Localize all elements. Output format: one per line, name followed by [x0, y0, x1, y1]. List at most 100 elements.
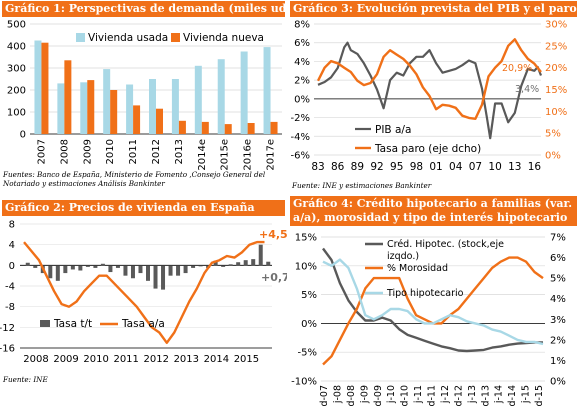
x-tick-label: 2015e — [220, 139, 231, 170]
series-line — [322, 247, 543, 353]
y-tick-label-right: 7% — [550, 233, 566, 244]
y-tick-label-right: 0% — [550, 377, 566, 388]
x-tick-label: 2014 — [204, 354, 229, 365]
bar — [108, 265, 113, 273]
bar — [156, 108, 163, 134]
x-tick-label: d-15 — [534, 385, 545, 407]
y-tick-label-right: 15% — [545, 85, 567, 96]
x-tick-label: d-08 — [346, 385, 357, 407]
legend-swatch — [40, 320, 50, 327]
legend-label: Tasa t/t — [53, 318, 92, 330]
y-tick-label-right: 5% — [545, 129, 561, 140]
bar — [183, 265, 188, 274]
y-tick-label-right: 10% — [545, 107, 567, 118]
bar — [228, 264, 233, 266]
chart2-title: Gráfico 2: Precios de vivienda en España — [2, 200, 285, 216]
bar — [126, 84, 134, 134]
y-tick-label: 200 — [7, 86, 26, 97]
chart4-svg: -10%-5%0%5%10%15%0%1%2%3%4%5%6%7%d-07 j-0… — [291, 233, 566, 407]
x-tick-label: 92 — [370, 161, 383, 173]
y-tick-label-right: 1% — [550, 356, 566, 367]
y-tick-label-left: 6% — [294, 38, 310, 49]
bar — [93, 265, 98, 268]
x-tick-label: d-10 — [400, 385, 411, 407]
y-tick-label-left: 0% — [301, 319, 317, 330]
bar — [57, 83, 65, 134]
y-tick-label: -12 — [0, 323, 15, 334]
y-tick-label: 400 — [7, 42, 26, 53]
bar — [78, 265, 83, 271]
x-tick-label: 10 — [488, 161, 501, 173]
x-tick-label: 89 — [351, 161, 364, 173]
chart4-title: Gráfico 4: Crédito hipotecario a familia… — [290, 196, 577, 226]
y-tick-label: 100 — [7, 108, 26, 119]
y-tick-label-left: 5% — [301, 290, 317, 301]
line-tasa-aa — [23, 240, 265, 344]
chart3-title: Gráfico 3: Evolución prevista del PIB y … — [290, 1, 577, 17]
y-tick-label-left: 10% — [295, 261, 317, 272]
bar — [161, 265, 166, 290]
y-tick-label-left: -4% — [291, 132, 310, 143]
x-tick-label: 2007 — [36, 139, 47, 164]
chart1-title: Gráfico 1: Perspectivas de demanda (mile… — [2, 1, 285, 17]
x-tick-label: 2010 — [105, 139, 116, 164]
y-tick-label-left: 15% — [295, 233, 317, 244]
legend-label: % Morosidad — [387, 263, 448, 274]
bar — [178, 120, 186, 134]
annotation-line-value: +4,5 — [259, 228, 287, 241]
x-tick-label: 2012 — [151, 139, 162, 164]
x-tick-label: 2017e — [266, 139, 277, 170]
x-tick-label: 95 — [390, 161, 403, 173]
x-tick-label: 2012 — [144, 354, 169, 365]
chart3-svg: -6% -4% -2% 0% 2% 4% 6% 8% 0% 5% 10% 15% 20% 25% 30% 83… — [291, 20, 568, 174]
bar — [70, 265, 75, 270]
bar — [221, 265, 226, 267]
x-tick-label: d-09 — [373, 385, 384, 407]
bar — [263, 47, 271, 134]
y-tick-label-left: 8% — [294, 20, 310, 31]
x-tick-label: j-10 — [386, 385, 397, 404]
x-tick-label: 2015 — [234, 354, 259, 365]
x-tick-label: 13 — [508, 161, 521, 173]
bar — [63, 265, 68, 274]
bar — [55, 265, 60, 281]
legend-label: Tasa paro (eje dcho) — [374, 143, 481, 155]
bar — [110, 90, 118, 134]
legend-label: Vivienda usada — [88, 32, 168, 44]
y-tick-label: 8 — [9, 220, 15, 231]
y-tick-label-left: -2% — [291, 113, 310, 124]
bar — [194, 65, 202, 134]
x-tick-label: d-13 — [480, 385, 491, 407]
x-tick-label: 2014e — [197, 139, 208, 170]
legend-swatch — [76, 33, 85, 42]
x-tick-label: 04 — [449, 161, 463, 173]
bar — [266, 261, 271, 266]
bar — [115, 265, 120, 268]
y-tick-label-right: 25% — [545, 41, 567, 52]
bar — [25, 262, 30, 266]
bar — [33, 265, 38, 268]
y-tick-label: -4 — [5, 282, 15, 293]
bar — [191, 265, 196, 268]
y-tick-label-left: 0% — [294, 94, 310, 105]
x-tick-label: 01 — [429, 161, 442, 173]
x-tick-label: 2009 — [53, 354, 78, 365]
x-tick-label: 16 — [528, 161, 542, 173]
bar — [168, 265, 173, 276]
line-pib — [317, 41, 543, 140]
bar — [153, 265, 158, 289]
y-tick-label-left: -6% — [291, 151, 310, 162]
chart2-svg: -16 -12 -8 -4 0 4 8 2008 2009 2010 2011 2012 2013 201… — [0, 220, 287, 366]
y-tick-label-right: 3% — [550, 315, 566, 326]
bar — [224, 124, 232, 134]
x-tick-label: d-07 — [319, 385, 330, 407]
bar — [85, 265, 90, 267]
y-tick-label-right: 2% — [550, 335, 566, 346]
legend-label: Créd. Hipotec. (stock,eje — [387, 239, 504, 250]
x-tick-label: d-12 — [453, 385, 464, 407]
x-tick-label: 2013 — [174, 354, 199, 365]
x-tick-label: 2009 — [82, 139, 93, 164]
bar — [123, 265, 128, 276]
bar — [201, 121, 209, 134]
bar — [138, 265, 143, 274]
